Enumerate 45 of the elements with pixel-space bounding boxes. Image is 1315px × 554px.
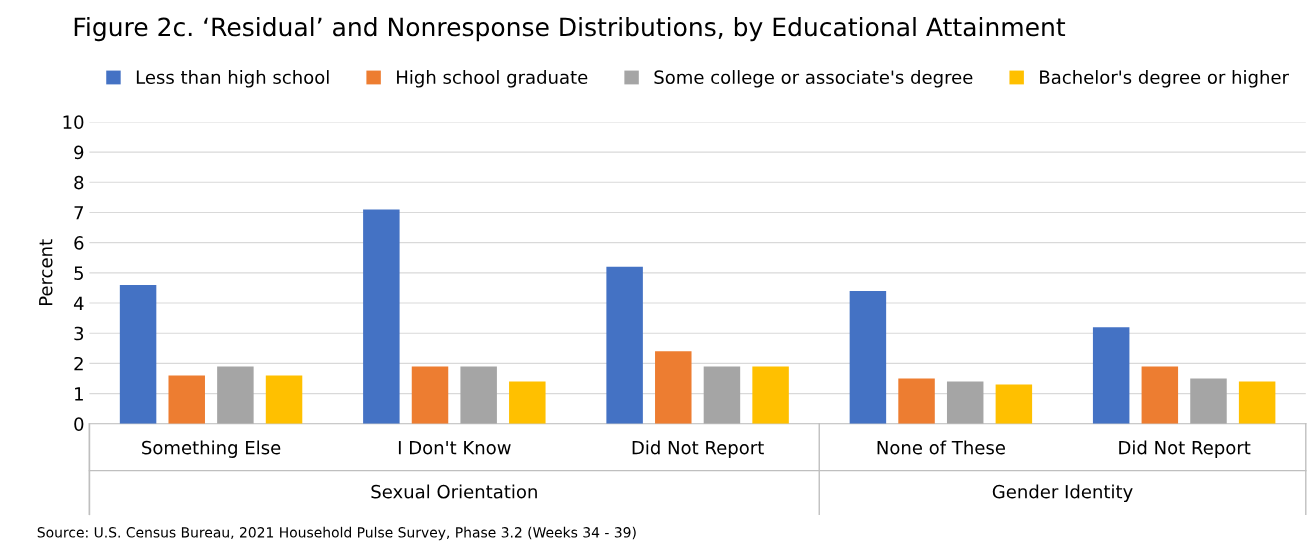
bar [1141, 366, 1179, 424]
y-tick-label: 7 [74, 206, 84, 220]
bar [1238, 381, 1276, 424]
y-tick-label: 10 [63, 115, 84, 129]
legend-label: Less than high school [136, 70, 329, 88]
text: Sexual Orientation [371, 484, 537, 499]
x-tick-label: I Don't Know [398, 441, 511, 455]
bar [217, 366, 254, 424]
y-axis-title: Percent [39, 239, 53, 306]
bar [411, 366, 449, 424]
bar [265, 375, 303, 424]
y-tick-label: 2 [74, 356, 83, 371]
y-tick-label: 5 [74, 266, 83, 280]
bar [460, 366, 497, 424]
y-tick-label: 6 [74, 236, 84, 250]
bar [995, 384, 1033, 424]
bar [509, 381, 546, 424]
bar [703, 366, 741, 424]
legend-label: High school graduate [397, 70, 588, 88]
bar [898, 378, 935, 424]
text: Gender Identity [992, 484, 1133, 502]
bar [363, 209, 400, 424]
x-tick-label: Did Not Report [632, 440, 764, 458]
source-note: Source: U.S. Census Bureau, 2021 Household Pulse Survey, Phase 3.2 (Weeks 34 - 39) [37, 526, 636, 541]
bar [752, 366, 789, 424]
bar [119, 284, 157, 424]
legend-label: Some college or associate's degree [654, 70, 973, 88]
y-tick-label: 3 [74, 326, 84, 341]
bar [1190, 378, 1227, 424]
y-tick-label: 4 [73, 296, 84, 310]
y-tick-label: 0 [74, 417, 84, 431]
legend-label: Bachelor's degree or higher [1040, 70, 1289, 88]
bar [606, 266, 643, 424]
bar [168, 375, 205, 424]
x-tick-label: None of These [877, 440, 1005, 455]
bar [849, 290, 887, 424]
x-tick-label: Something Else [142, 440, 281, 458]
chart-title: Figure 2c. ‘Residual’ and Nonresponse Distributions, by Educational Attainment [74, 17, 1066, 42]
y-tick-label: 9 [74, 145, 84, 160]
bar [1092, 327, 1130, 424]
bar [655, 351, 692, 424]
y-tick-label: 8 [74, 175, 84, 190]
y-tick-label: 1 [75, 387, 83, 401]
x-tick-label: Did Not Report [1119, 440, 1251, 458]
bar [946, 381, 984, 424]
